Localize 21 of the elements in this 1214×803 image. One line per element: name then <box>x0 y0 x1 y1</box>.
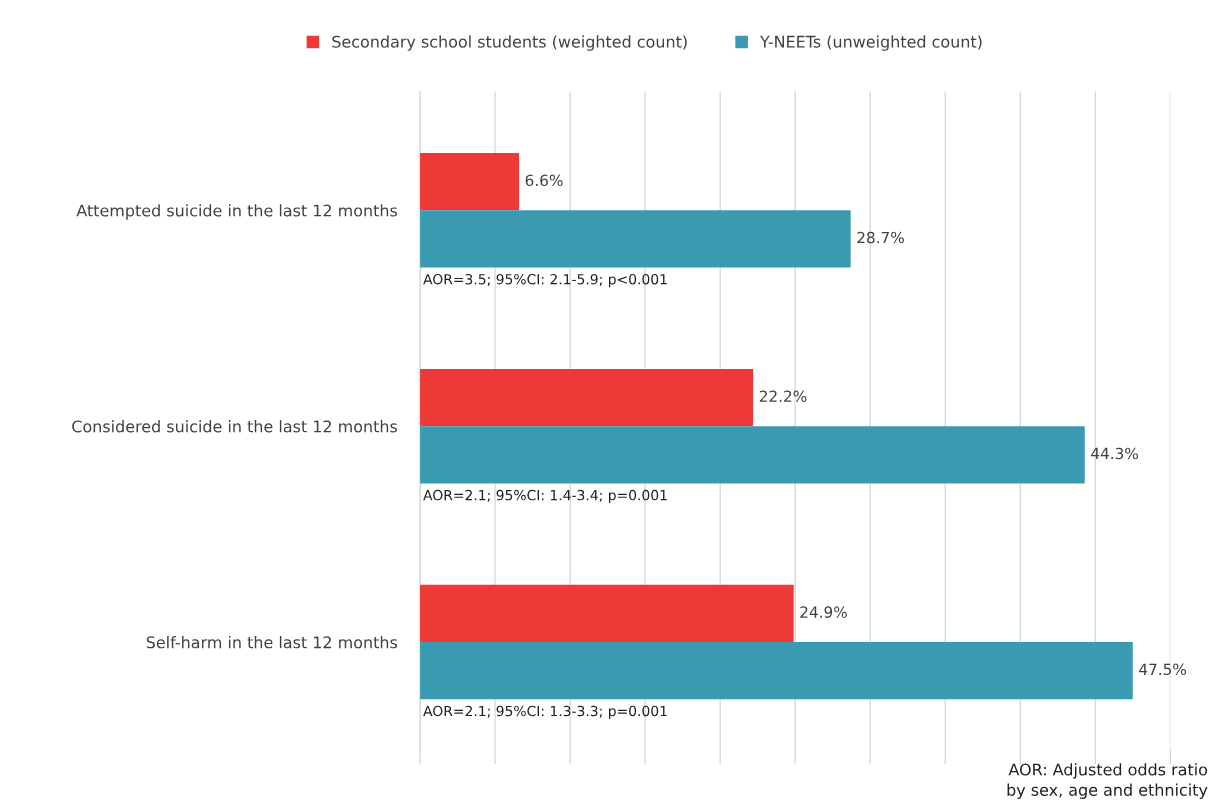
annotation: AOR=2.1; 95%CI: 1.3-3.3; p=0.001 <box>423 705 667 719</box>
annotation: AOR=2.1; 95%CI: 1.4-3.4; p=0.001 <box>423 489 667 504</box>
y-tick-label: Attempted suicide in the last 12 months <box>76 204 398 220</box>
annotation: AOR=3.5; 95%CI: 2.1-5.9; p<0.001 <box>423 273 667 288</box>
legend-label: Y-NEETs (unweighted count) <box>759 35 982 51</box>
bar <box>420 368 754 427</box>
data-label: 28.7% <box>857 231 904 244</box>
bar <box>420 642 1133 700</box>
data-label: 6.6% <box>525 174 563 187</box>
data-label: 24.9% <box>800 606 847 618</box>
bar <box>420 426 1085 484</box>
data-label: 47.5% <box>1139 663 1187 676</box>
y-tick-label: Considered suicide in the last 12 months <box>72 420 398 433</box>
y-tick-label: Self-harm in the last 12 months <box>146 635 398 649</box>
data-label: 44.3% <box>1091 447 1139 460</box>
bar <box>420 584 794 643</box>
text: AOR: Adjusted odds ratio by sex, age and ethnicity <box>1007 763 1208 799</box>
bar <box>420 210 851 268</box>
data-label: 22.2% <box>759 390 807 402</box>
bar <box>420 153 520 211</box>
legend-label: Secondary school students (weighted count) <box>332 35 687 51</box>
